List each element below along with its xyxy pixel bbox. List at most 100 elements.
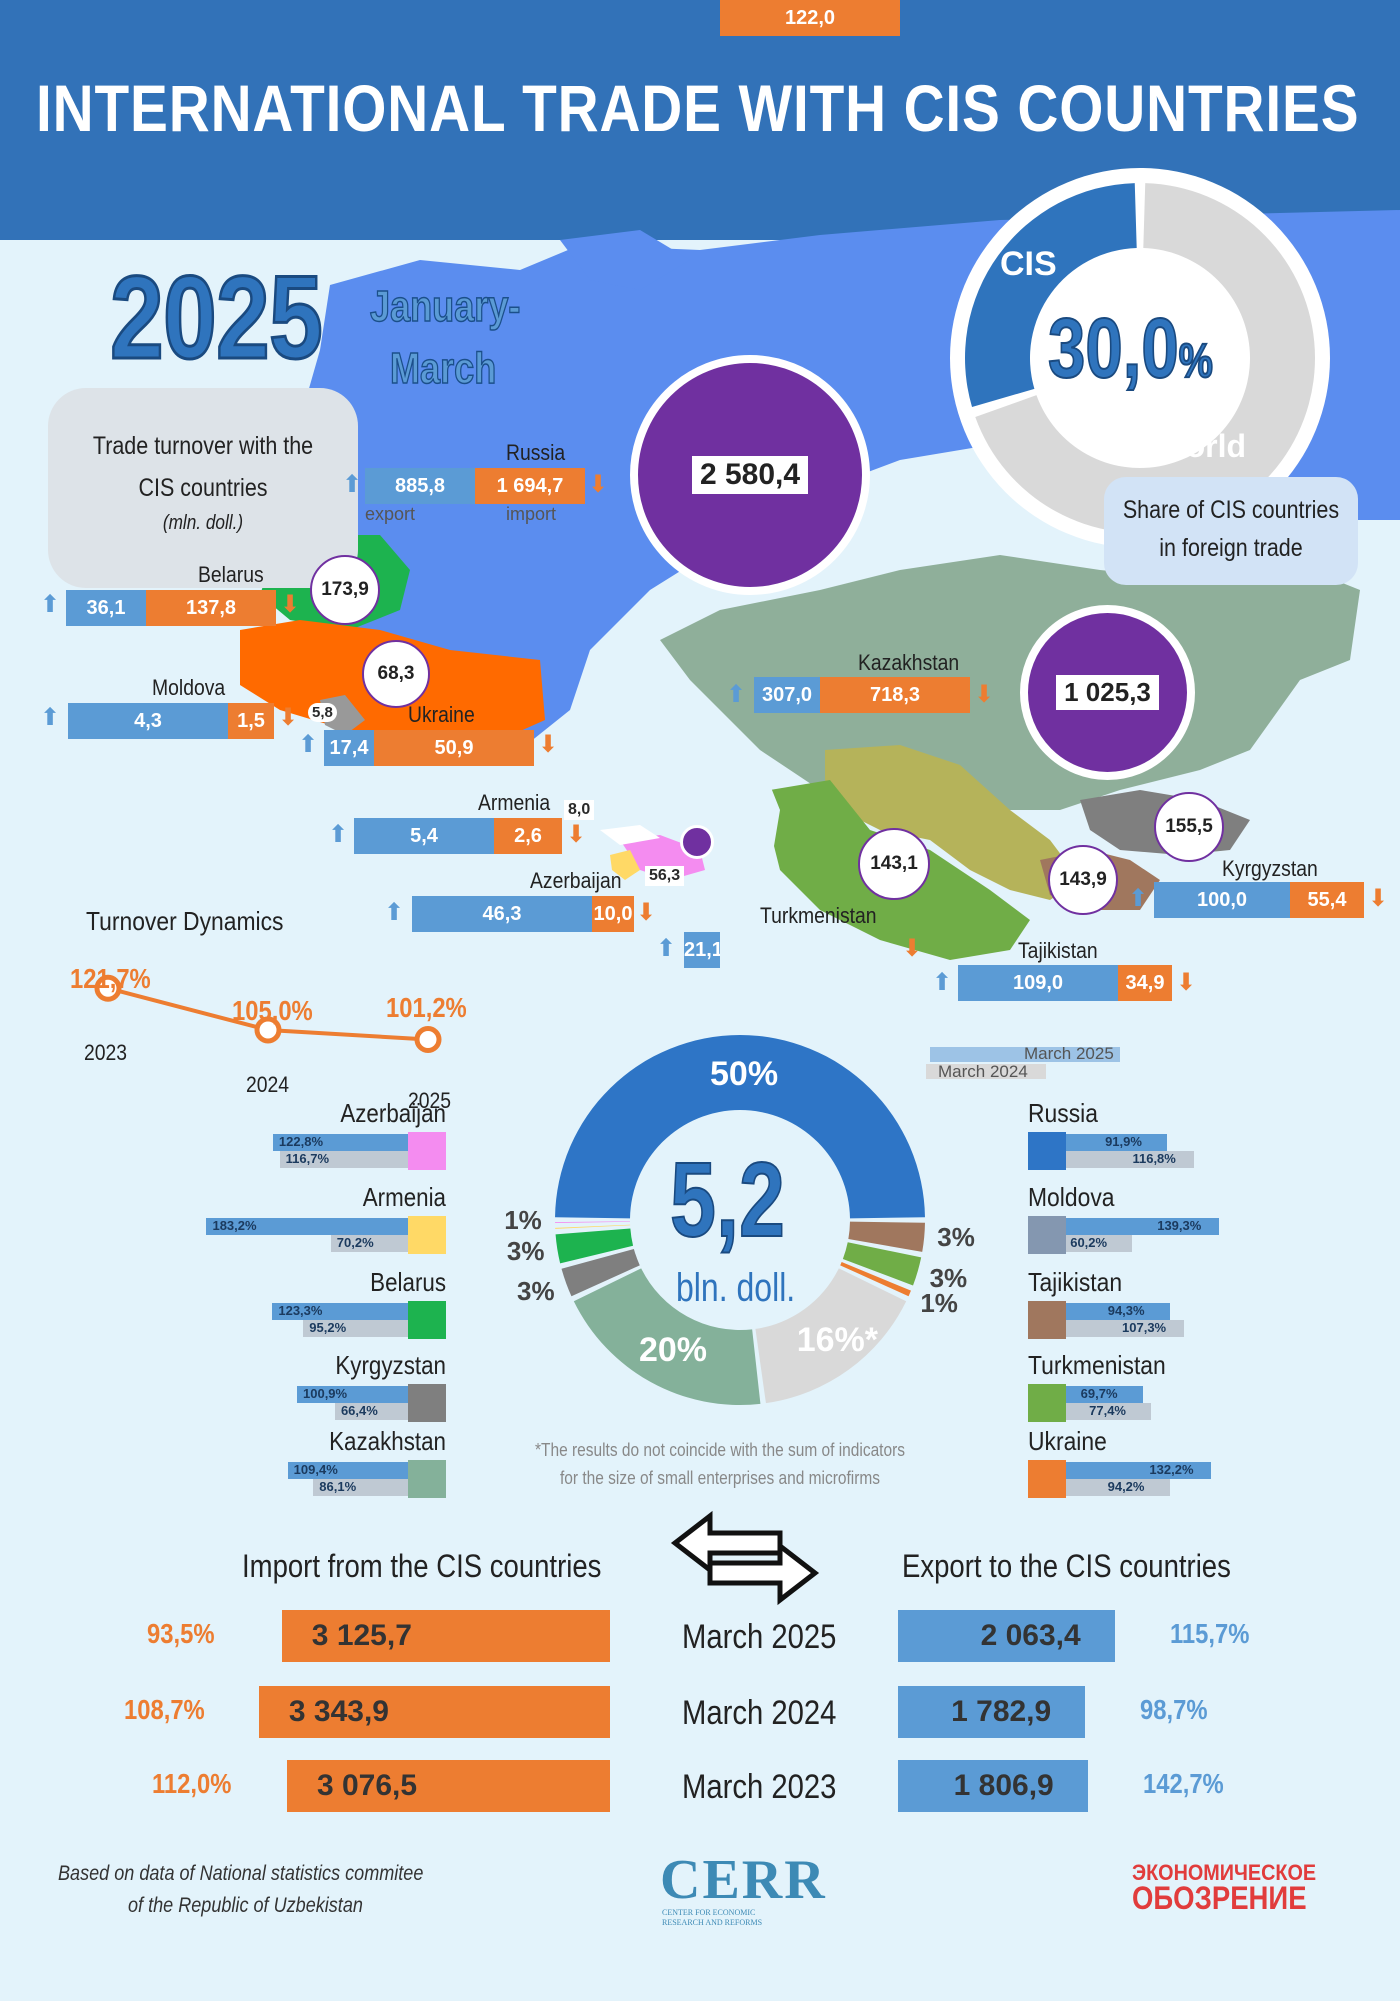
map-georgia: [600, 825, 660, 845]
growth-swatch-turkmenistan: [1028, 1384, 1066, 1422]
eo-logo-line2: ОБОЗРЕНИЕ: [1132, 1880, 1307, 1916]
share-cis-label: CIS: [1000, 245, 1057, 283]
turnover-line2: CIS countries: [138, 474, 268, 502]
export-bar-march-2025: 2 063,4: [898, 1610, 1115, 1662]
turkmenistan-label: Turkmenistan: [760, 903, 877, 928]
growth-label-2024-russia: 116,8%: [1132, 1151, 1176, 1166]
donut-unit: bln. doll.: [676, 1266, 796, 1310]
growth-swatch-moldova: [1028, 1216, 1066, 1254]
map-russia-kola: [560, 230, 690, 290]
source-line1: Based on data of National statistics com…: [58, 1862, 424, 1885]
growth-bar-2025-moldova: [1066, 1218, 1220, 1235]
share-slice-world: [975, 183, 1315, 534]
cerr-logo-sub1: CENTER FOR ECONOMIC: [662, 1908, 756, 1917]
kazakhstan-import-arrow-icon: ⬇: [974, 681, 995, 708]
export-title: Export to the CIS countries: [902, 1548, 1231, 1584]
page-title: INTERNATIONAL TRADE WITH CIS COUNTRIES: [36, 71, 1360, 145]
kyrgyzstan-import-bar: 55,4: [1290, 882, 1364, 918]
tajikistan-import-arrow-icon: ⬇: [1176, 969, 1197, 996]
turkmenistan-import-bar: 122,0: [720, 0, 900, 36]
ukraine-export-arrow-icon: ⬆: [298, 731, 319, 758]
turnover-box: [48, 388, 358, 588]
growth-name-belarus: Belarus: [370, 1267, 446, 1297]
turnover-unit: (mln. doll.): [162, 512, 244, 534]
tajikistan-import-bar: 34,9: [1118, 965, 1172, 1001]
donut-slice-azerbaijan: [555, 1221, 631, 1224]
belarus-import-arrow-icon: ⬇: [280, 591, 301, 618]
growth-swatch-kazakhstan: [408, 1460, 446, 1498]
growth-name-tajikistan: Tajikistan: [1028, 1267, 1123, 1297]
period-line2: March: [389, 343, 497, 394]
growth-swatch-tajikistan: [1028, 1301, 1066, 1339]
growth-label-2024-kyrgyzstan: 66,4%: [340, 1403, 378, 1418]
growth-label-2024-tajikistan: 107,3%: [1122, 1320, 1167, 1335]
legend-export: export: [365, 504, 416, 524]
tajikistan-export-bar: 109,0: [958, 965, 1118, 1001]
azerbaijan-import-arrow-icon: ⬇: [636, 899, 657, 926]
moldova-import-arrow-icon: ⬇: [278, 704, 299, 731]
ukraine-import-arrow-icon: ⬇: [538, 731, 559, 758]
growth-label-2024-armenia: 70,2%: [336, 1235, 374, 1250]
donut-label-azerbaijan: 1%: [504, 1205, 542, 1236]
exchange-arrows-icon: [670, 1510, 820, 1606]
donut-label-tajikistan: 3%: [937, 1222, 975, 1253]
growth-bar-2024-tajikistan: [1066, 1320, 1185, 1337]
export-growth-march-2024: 98,7%: [1140, 1694, 1208, 1725]
share-caption-line1: Share of CIS countries: [1122, 496, 1340, 524]
donut-slice-turkmenistan: [842, 1242, 922, 1286]
dynamics-year-2023: 2023: [84, 1040, 128, 1065]
turnover-line1: Trade turnover with the: [92, 432, 314, 460]
donut-label-belarus: 3%: [506, 1235, 545, 1266]
turkmenistan-import-arrow-icon: ⬇: [902, 935, 923, 962]
ukraine-bubble: 68,3: [362, 640, 430, 708]
azerbaijan-import-bar: 10,0: [592, 896, 634, 932]
growth-swatch-ukraine: [1028, 1460, 1066, 1498]
dynamics-label-2024: 105,0%: [232, 995, 313, 1026]
donut-label-russia: 50%: [710, 1054, 779, 1093]
growth-label-2024-turkmenistan: 77,4%: [1089, 1403, 1126, 1418]
import-title: Import from the CIS countries: [242, 1548, 602, 1584]
moldova-import-bar: 1,5: [228, 703, 274, 739]
moldova-label: Moldova: [152, 675, 226, 700]
belarus-export-bar: 36,1: [66, 590, 146, 626]
donut-slice-tajikistan: [848, 1221, 925, 1252]
legend-march2024: March 2024: [938, 1062, 1028, 1081]
kazakhstan-export-arrow-icon: ⬆: [726, 681, 747, 708]
russia-total: 2 580,4: [691, 456, 809, 494]
growth-bar-2024-ukraine: [1066, 1479, 1170, 1496]
belarus-label: Belarus: [198, 562, 264, 587]
armenia-label: Armenia: [478, 790, 551, 815]
moldova-export-bar: 4,3: [68, 703, 228, 739]
trade-period-march-2025: March 2025: [682, 1618, 837, 1656]
share-value: 30,0%: [1047, 300, 1214, 396]
armenia-import-bar: 2,6: [494, 818, 562, 854]
structure-donut: [555, 1034, 925, 1405]
growth-bar-2024-belarus: [303, 1320, 408, 1337]
growth-label-2025-ukraine: 132,2%: [1149, 1462, 1194, 1477]
russia-import-bar: 1 694,7: [475, 468, 585, 504]
growth-bar-2024-armenia: [330, 1235, 408, 1252]
azerbaijan-total: 56,3: [645, 866, 685, 886]
belarus-import-bar: 137,8: [146, 590, 276, 626]
donut-label-kyrgyzstan: 3%: [517, 1275, 555, 1306]
growth-name-kazakhstan: Kazakhstan: [329, 1426, 446, 1456]
growth-label-2025-turkmenistan: 69,7%: [1080, 1386, 1118, 1401]
tajikistan-bubble: 143,9: [1048, 845, 1118, 915]
growth-swatch-russia: [1028, 1132, 1066, 1170]
donut-footnote-line2: for the size of small enterprises and mi…: [559, 1468, 881, 1488]
share-world-label: World: [1156, 428, 1247, 464]
armenia-total: 8,0: [564, 800, 595, 820]
russia-export-arrow-icon: ⬆: [342, 471, 363, 498]
growth-label-2025-russia: 91,9%: [1105, 1134, 1142, 1149]
growth-bar-2024-russia: [1066, 1151, 1195, 1168]
growth-label-2025-kyrgyzstan: 100,9%: [303, 1386, 348, 1401]
donut-label-ukraine: 1%: [920, 1288, 958, 1319]
map-uzbekistan: [825, 745, 1080, 900]
share-slice-cis: [965, 183, 1137, 408]
caucasus-bubble: [680, 825, 714, 859]
growth-bar-2025-tajikistan: [1066, 1303, 1170, 1320]
growth-bar-2025-armenia: [206, 1218, 408, 1235]
kyrgyzstan-import-arrow-icon: ⬇: [1368, 885, 1389, 912]
azerbaijan-label: Azerbaijan: [530, 868, 622, 893]
export-bar-march-2023: 1 806,9: [898, 1760, 1088, 1812]
